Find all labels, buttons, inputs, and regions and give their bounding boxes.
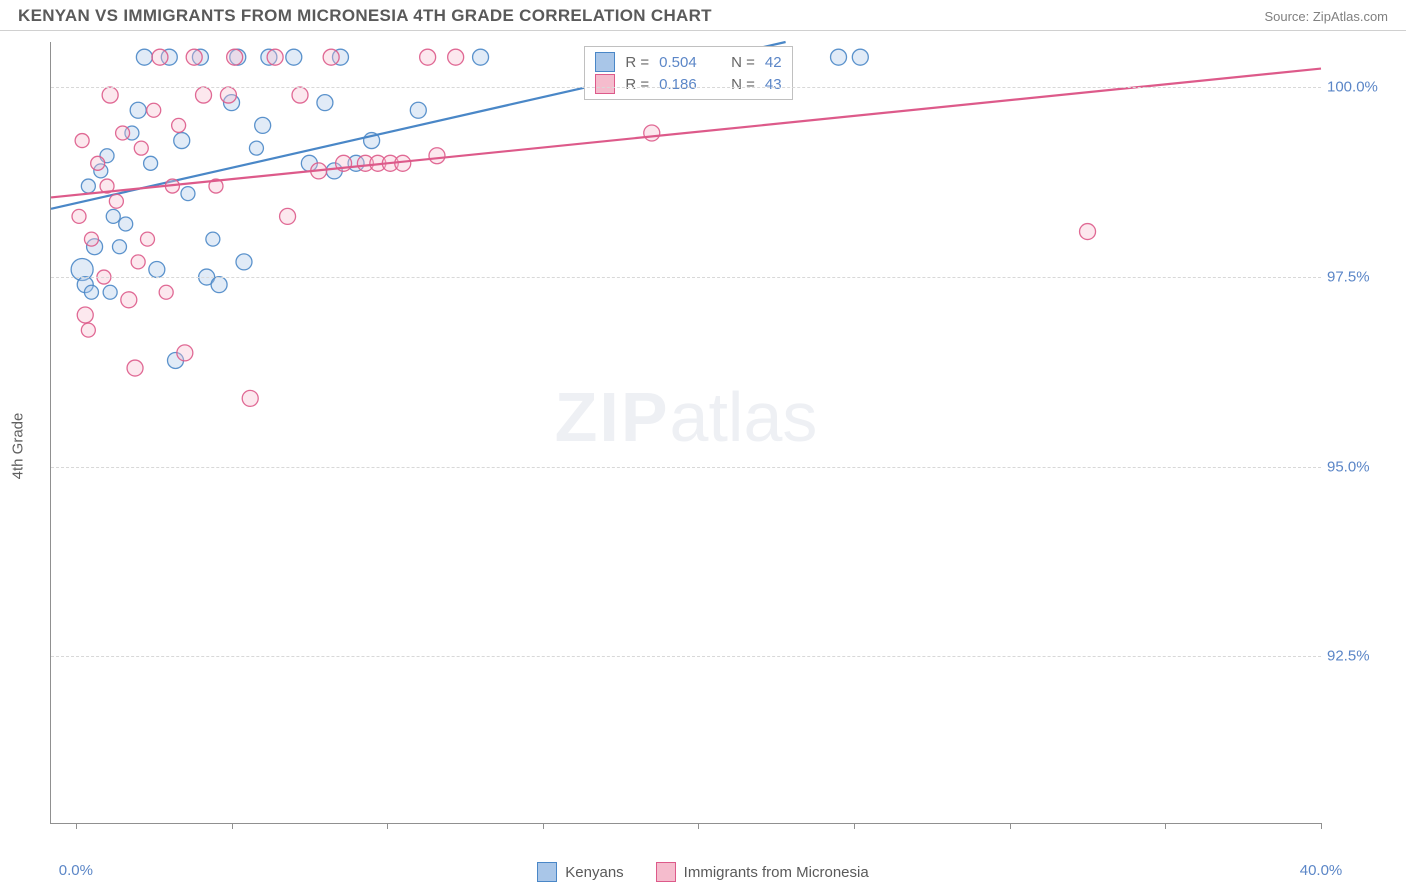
scatter-point: [109, 194, 123, 208]
legend-n-label: N =: [731, 54, 755, 71]
scatter-point: [831, 49, 847, 65]
scatter-point: [121, 292, 137, 308]
legend-n-value: 42: [765, 54, 782, 71]
scatter-point: [172, 118, 186, 132]
scatter-point: [242, 390, 258, 406]
scatter-point: [186, 49, 202, 65]
y-tick-label: 95.0%: [1327, 458, 1395, 475]
y-tick-label: 92.5%: [1327, 648, 1395, 665]
legend-r-value: 0.504: [659, 54, 711, 71]
legend-correlation-row: R = 0.186 N = 43: [595, 73, 781, 95]
legend-n-value: 43: [765, 76, 782, 93]
y-axis-title: 4th Grade: [10, 413, 27, 480]
legend-r-value: 0.186: [659, 76, 711, 93]
scatter-point: [286, 49, 302, 65]
scatter-point: [196, 87, 212, 103]
scatter-point: [144, 156, 158, 170]
chart-header: KENYAN VS IMMIGRANTS FROM MICRONESIA 4TH…: [0, 0, 1406, 31]
scatter-point: [75, 134, 89, 148]
scatter-point: [72, 209, 86, 223]
x-tick: [76, 823, 77, 829]
scatter-point: [77, 307, 93, 323]
scatter-point: [267, 49, 283, 65]
gridline-h: [51, 467, 1321, 468]
legend-correlation-row: R = 0.504 N = 42: [595, 51, 781, 73]
legend-swatch: [595, 74, 615, 94]
legend-swatch: [595, 52, 615, 72]
scatter-point: [81, 179, 95, 193]
legend-r-label: R =: [625, 76, 649, 93]
scatter-point: [84, 285, 98, 299]
x-tick: [1165, 823, 1166, 829]
x-tick: [1321, 823, 1322, 829]
x-tick: [854, 823, 855, 829]
scatter-point: [177, 345, 193, 361]
scatter-point: [220, 87, 236, 103]
y-tick-label: 100.0%: [1327, 79, 1395, 96]
x-tick: [543, 823, 544, 829]
scatter-point: [116, 126, 130, 140]
legend-bottom-item: Kenyans: [537, 862, 623, 882]
scatter-point: [174, 133, 190, 149]
scatter-point: [206, 232, 220, 246]
x-tick: [387, 823, 388, 829]
scatter-point: [644, 125, 660, 141]
scatter-point: [211, 277, 227, 293]
legend-n-label: N =: [731, 76, 755, 93]
scatter-point: [103, 285, 117, 299]
scatter-point: [147, 103, 161, 117]
scatter-point: [127, 360, 143, 376]
scatter-point: [280, 208, 296, 224]
legend-label: Kenyans: [565, 864, 623, 881]
scatter-point: [131, 255, 145, 269]
y-tick-label: 97.5%: [1327, 269, 1395, 286]
x-tick: [1010, 823, 1011, 829]
gridline-h: [51, 87, 1321, 88]
chart-plot-area: ZIPatlas R =0.504N =42R =0.186N =43 92.5…: [50, 42, 1321, 824]
legend-bottom: Kenyans Immigrants from Micronesia: [0, 862, 1406, 882]
scatter-point: [84, 232, 98, 246]
scatter-point: [473, 49, 489, 65]
legend-bottom-item: Immigrants from Micronesia: [656, 862, 869, 882]
scatter-point: [91, 156, 105, 170]
scatter-point: [448, 49, 464, 65]
scatter-point: [106, 209, 120, 223]
x-tick: [698, 823, 699, 829]
scatter-point: [852, 49, 868, 65]
scatter-point: [136, 49, 152, 65]
chart-title: KENYAN VS IMMIGRANTS FROM MICRONESIA 4TH…: [18, 6, 712, 26]
scatter-point: [236, 254, 252, 270]
scatter-point: [140, 232, 154, 246]
scatter-point: [181, 187, 195, 201]
scatter-point: [249, 141, 263, 155]
legend-swatch: [537, 862, 557, 882]
scatter-point: [130, 102, 146, 118]
scatter-point: [159, 285, 173, 299]
scatter-point: [227, 49, 243, 65]
scatter-point: [323, 49, 339, 65]
gridline-h: [51, 656, 1321, 657]
gridline-h: [51, 277, 1321, 278]
scatter-point: [1080, 224, 1096, 240]
scatter-point: [81, 323, 95, 337]
scatter-point: [420, 49, 436, 65]
scatter-point: [292, 87, 308, 103]
scatter-point: [410, 102, 426, 118]
scatter-point: [255, 117, 271, 133]
source-label: Source: ZipAtlas.com: [1264, 9, 1388, 24]
scatter-point: [429, 148, 445, 164]
scatter-point: [149, 261, 165, 277]
scatter-point: [119, 217, 133, 231]
legend-label: Immigrants from Micronesia: [684, 864, 869, 881]
legend-r-label: R =: [625, 54, 649, 71]
x-tick: [232, 823, 233, 829]
scatter-point: [134, 141, 148, 155]
scatter-point: [102, 87, 118, 103]
scatter-point: [152, 49, 168, 65]
legend-swatch: [656, 862, 676, 882]
scatter-point: [112, 240, 126, 254]
scatter-point: [317, 95, 333, 111]
legend-correlation-box: R = 0.504 N = 42 R = 0.186 N = 43: [584, 46, 792, 100]
chart-svg: [51, 42, 1321, 823]
